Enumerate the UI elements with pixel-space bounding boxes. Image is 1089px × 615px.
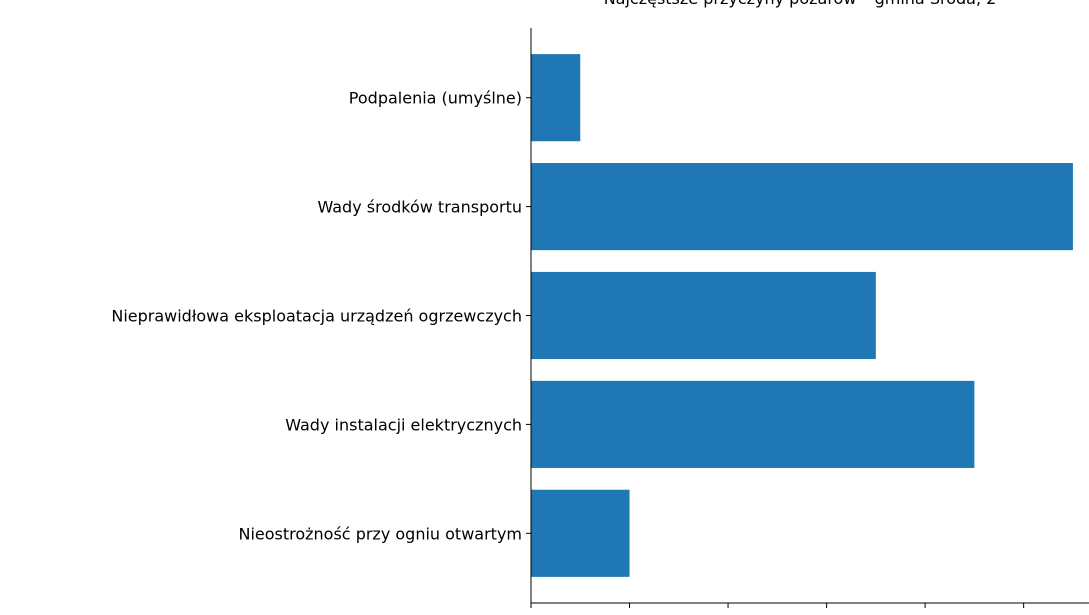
y-tick-label: Podpalenia (umyślne) (349, 89, 522, 108)
bar (531, 489, 630, 577)
x-tick-label: 6 (821, 612, 831, 615)
bar (531, 54, 581, 142)
x-tick-label: 0 (526, 612, 536, 615)
x-tick-label: 10 (1013, 612, 1033, 615)
bar (531, 163, 1073, 251)
chart-title: Najczęstsze przyczyny pożarów – gmina Śr… (604, 0, 997, 8)
y-tick-label: Nieostrożność przy ogniu otwartym (238, 524, 522, 543)
x-tick-label: 2 (624, 612, 634, 615)
bar (531, 380, 975, 468)
bar (531, 271, 876, 360)
x-tick-label: 8 (920, 612, 930, 615)
y-tick-label: Nieprawidłowa eksploatacja urządzeń ogrz… (111, 307, 522, 326)
y-tick-label: Wady środków transportu (317, 198, 522, 217)
y-tick-label: Wady instalacji elektrycznych (285, 415, 522, 434)
x-tick-label: 4 (723, 612, 733, 615)
